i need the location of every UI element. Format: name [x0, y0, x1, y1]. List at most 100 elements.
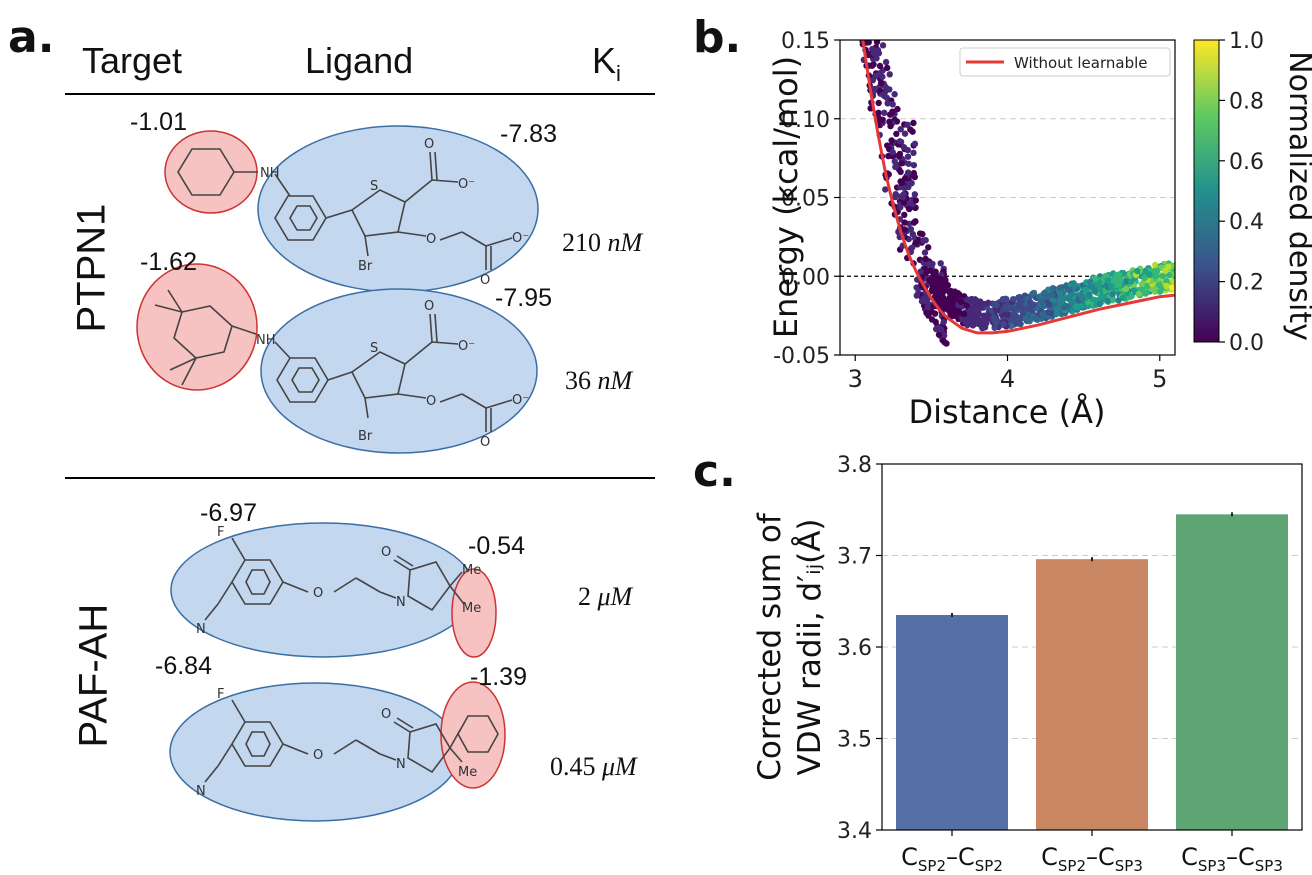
- density-point: [932, 318, 939, 326]
- density-point: [876, 62, 884, 70]
- density-point: [1109, 278, 1117, 285]
- density-point: [892, 193, 899, 201]
- y-tick-label: -0.05: [773, 344, 830, 369]
- ki-value: 36 nM: [565, 366, 633, 395]
- density-point: [1103, 272, 1111, 280]
- density-point: [873, 40, 881, 44]
- density-point: [993, 301, 1000, 309]
- density-point: [932, 325, 940, 333]
- density-point: [934, 292, 941, 300]
- density-point: [1178, 271, 1184, 277]
- density-point: [937, 260, 944, 267]
- density-point: [863, 40, 871, 46]
- density-point: [1163, 278, 1170, 285]
- density-point: [892, 163, 899, 171]
- density-point: [910, 149, 917, 157]
- density-point: [1146, 271, 1153, 278]
- density-point: [865, 6, 871, 12]
- density-point: [889, 148, 896, 156]
- atom-o: O: [426, 232, 436, 247]
- density-point: [886, 86, 893, 93]
- y-tick-label: 3.7: [837, 545, 872, 570]
- density-point: [889, 108, 896, 115]
- density-point: [885, 152, 892, 160]
- density-point: [1178, 267, 1184, 273]
- atom-o: O: [480, 435, 490, 450]
- atom-f: F: [217, 525, 224, 540]
- density-point: [924, 304, 931, 311]
- density-point: [1153, 267, 1161, 274]
- density-point: [905, 160, 912, 167]
- density-point: [862, 3, 868, 9]
- density-point: [1168, 284, 1175, 291]
- density-point: [900, 191, 907, 198]
- density-point: [897, 178, 904, 185]
- density-point: [1061, 304, 1068, 312]
- y-axis-label-line2: VDW radii, d′ᵢⱼ(Å): [792, 518, 828, 775]
- density-point: [1156, 281, 1163, 289]
- density-point: [940, 337, 947, 345]
- density-point: [1085, 291, 1093, 298]
- molecule-4-structure: [204, 699, 499, 783]
- density-point: [1014, 316, 1021, 323]
- atom-me: Me: [462, 601, 481, 616]
- y-tick-label: 3.4: [837, 819, 872, 844]
- density-point: [923, 299, 930, 306]
- density-point: [912, 197, 920, 204]
- density-point: [1072, 303, 1080, 311]
- density-point: [868, 14, 874, 20]
- density-point: [1175, 271, 1181, 277]
- y-axis-label: Energy (kcal/mol): [767, 56, 805, 338]
- density-point: [895, 153, 903, 160]
- density-point: [864, 0, 870, 6]
- atom-br: Br: [358, 259, 373, 274]
- density-point: [937, 279, 945, 286]
- y-tick-label: 0.00: [781, 265, 830, 290]
- density-point: [853, 0, 859, 6]
- density-point: [1092, 275, 1099, 282]
- density-point: [1177, 265, 1183, 271]
- density-point: [1177, 273, 1183, 279]
- density-point: [866, 15, 872, 21]
- target-ptpn1: PTPN1: [69, 203, 114, 333]
- x-tick-label: CSP3–CSP3: [1181, 843, 1283, 875]
- density-point: [870, 22, 876, 28]
- axes: 3 4 5 -0.05 0.00 0.05 0.10 0.15: [773, 29, 1167, 393]
- score-blue: -6.97: [200, 499, 257, 527]
- y-tick-label: 3.5: [837, 728, 872, 753]
- density-point: [1176, 270, 1182, 276]
- density-point: [1127, 278, 1135, 285]
- density-point: [922, 269, 930, 277]
- density-point: [1040, 291, 1047, 298]
- ligand-core-region: [260, 288, 538, 454]
- density-point: [901, 130, 909, 137]
- atom-o-minus: O⁻: [512, 231, 529, 246]
- panel-b-label: b.: [693, 12, 742, 63]
- density-point: [1016, 300, 1024, 307]
- density-point: [879, 32, 885, 38]
- ligand-core-region: [257, 125, 539, 293]
- density-point: [887, 122, 894, 130]
- atom-o: O: [313, 586, 323, 601]
- density-point: [982, 319, 989, 326]
- density-point: [1007, 304, 1015, 311]
- density-point: [910, 161, 918, 169]
- density-point: [965, 315, 972, 322]
- energy-distance-chart: 3 4 5 -0.05 0.00 0.05 0.10 0.15 Without learnab…: [767, 0, 1312, 431]
- colorbar: [1193, 39, 1220, 343]
- atom-s: S: [370, 341, 378, 356]
- density-point: [1013, 305, 1021, 312]
- legend-box: [959, 47, 1171, 77]
- density-point: [884, 100, 891, 107]
- score-red: -1.62: [140, 248, 197, 276]
- density-point: [1151, 261, 1159, 269]
- density-point: [904, 121, 911, 128]
- density-point: [1096, 285, 1104, 292]
- density-point: [871, 25, 877, 31]
- density-point: [875, 109, 882, 117]
- colorbar-label: Normalized density: [1282, 51, 1312, 341]
- atom-o: O: [480, 273, 490, 288]
- atom-nh: NH: [260, 166, 280, 181]
- density-point: [1175, 283, 1181, 289]
- density-point: [1135, 290, 1142, 298]
